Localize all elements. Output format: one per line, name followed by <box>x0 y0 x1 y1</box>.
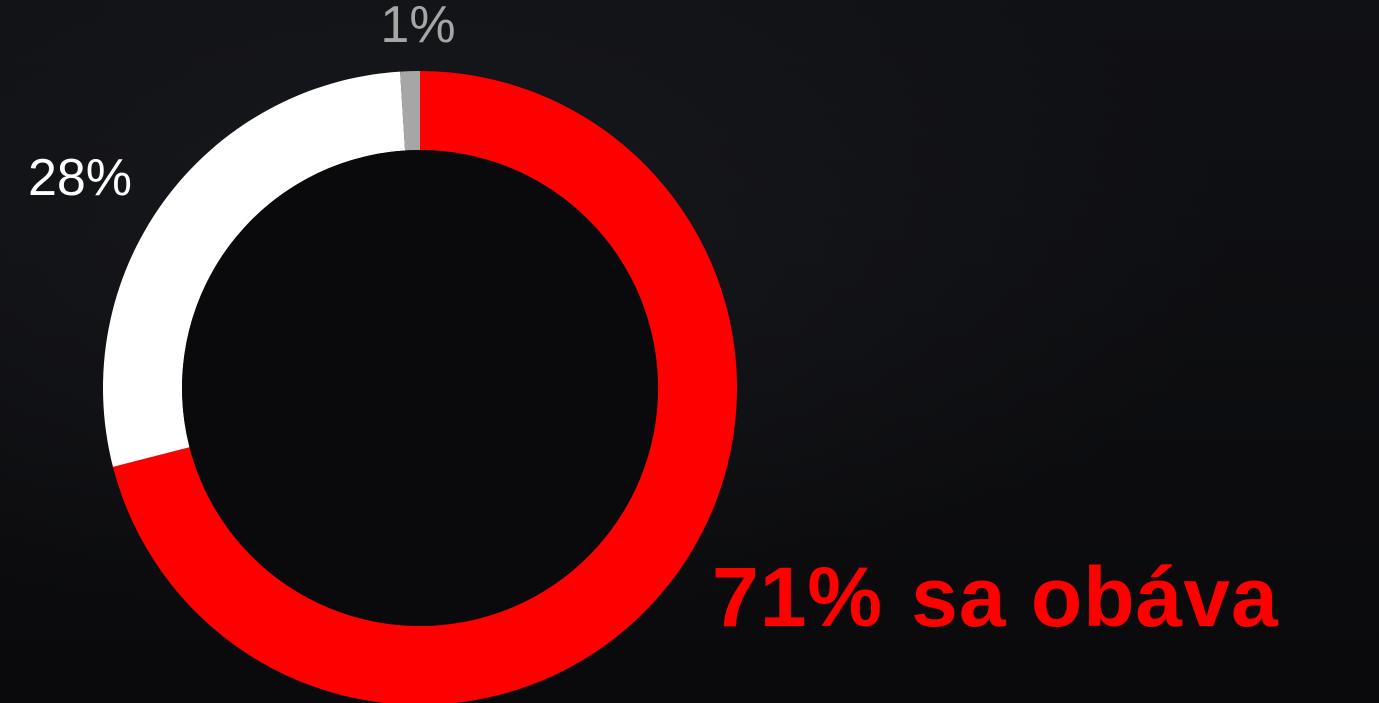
donut-hole <box>182 150 658 626</box>
slice-labels: 28% 1% <box>28 0 456 207</box>
headline: 71% sa obáva <box>712 555 1279 639</box>
headline-text: sa obáva <box>911 550 1279 644</box>
donut-slice <box>102 71 406 467</box>
slice-label: 1% <box>380 0 455 54</box>
donut-slice <box>400 71 420 151</box>
donut-slices <box>102 71 737 703</box>
slice-label: 28% <box>28 149 132 207</box>
headline-percent: 71% <box>712 550 884 644</box>
